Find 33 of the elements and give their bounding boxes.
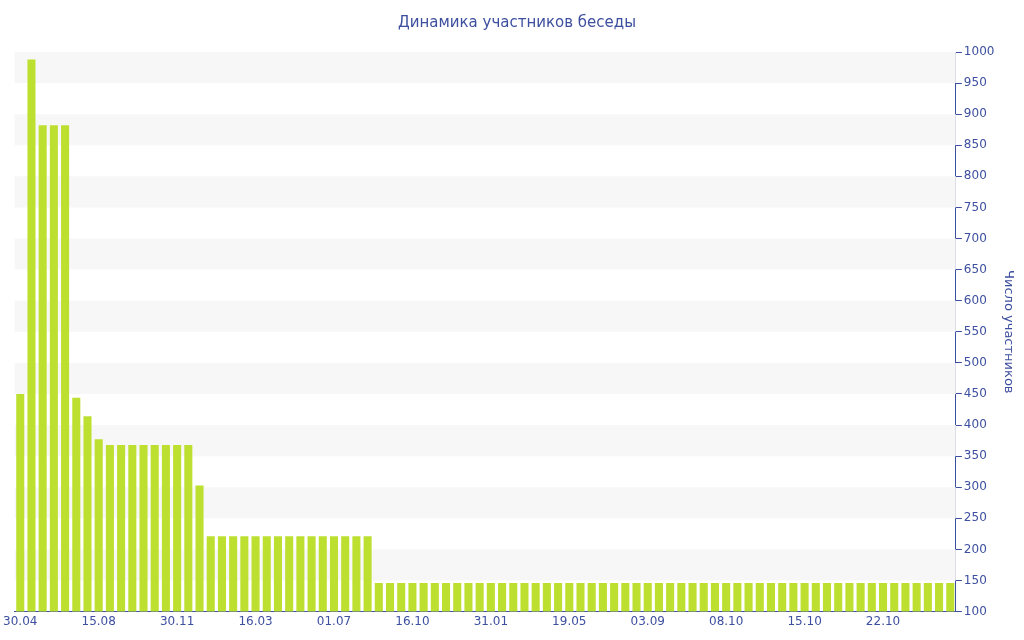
x-tick-label: 19.05 (552, 613, 587, 628)
y-tick-label: 300 (963, 479, 987, 494)
y-tick-label: 450 (963, 386, 987, 401)
chart-title: Динамика участников беседы (397, 12, 637, 31)
y-tick-label: 750 (963, 199, 987, 214)
y-tick-label: 200 (963, 541, 987, 556)
y-tick-label: 1000 (963, 44, 995, 59)
y-tick-label: 400 (963, 417, 987, 432)
x-tick-label: 31.01 (473, 613, 509, 628)
y-tick-label: 250 (963, 510, 987, 525)
y-tick-label: 350 (963, 448, 987, 463)
x-tick-label: 15.10 (787, 613, 822, 628)
y-tick-label: 900 (963, 106, 987, 121)
y-axis-title: Число участников (1001, 270, 1017, 394)
y-tick-label: 700 (963, 230, 987, 245)
x-tick-label: 30.04 (3, 613, 38, 628)
x-tick-label: 30.11 (159, 613, 195, 628)
y-tick-label: 850 (963, 137, 987, 152)
x-tick-label: 15.08 (81, 613, 116, 628)
x-tick-label: 01.07 (316, 613, 352, 628)
y-tick-label: 650 (963, 261, 987, 276)
y-tick-label: 800 (963, 168, 987, 183)
y-tick-label: 600 (963, 292, 987, 307)
y-tick-label: 950 (963, 75, 987, 90)
y-tick-label: 100 (963, 603, 987, 618)
x-tick-label: 22.10 (865, 613, 901, 628)
y-tick-label: 550 (963, 323, 987, 338)
x-tick-label: 16.03 (238, 613, 273, 628)
y-tick-label: 500 (963, 355, 987, 370)
x-tick-label: 08.10 (708, 613, 744, 628)
x-tick-label: 03.09 (630, 613, 665, 628)
y-tick-label: 150 (963, 572, 987, 587)
x-tick-label: 16.10 (395, 613, 430, 628)
